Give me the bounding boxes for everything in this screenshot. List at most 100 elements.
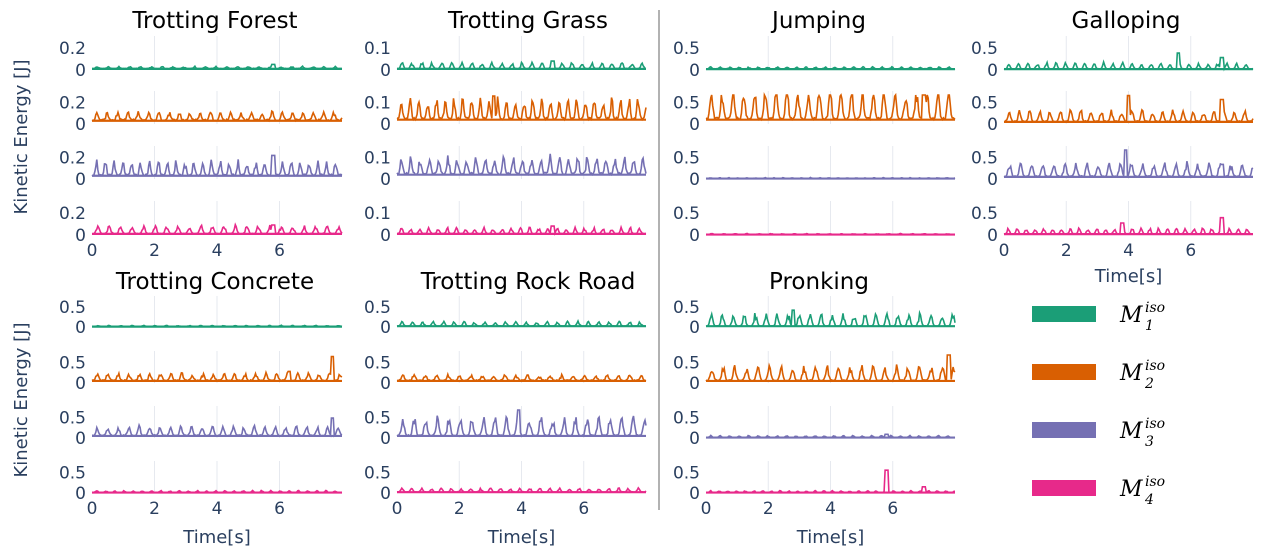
y-tick-label: 0.5 [59, 463, 86, 483]
y-tick-label: 0 [75, 170, 86, 190]
y-tick-label: 0.5 [971, 39, 998, 59]
y-tick-label: 0 [75, 484, 86, 504]
series-line-M4 [396, 224, 647, 236]
legend-label: M [1119, 361, 1143, 386]
x-tick-label: 2 [454, 499, 465, 519]
y-tick-label: 0.5 [673, 204, 700, 224]
legend-label-sup: iso [1145, 416, 1165, 432]
x-axis-label: Time[s] [487, 527, 555, 548]
y-tick-label: 0 [689, 374, 700, 394]
x-tick-label: 2 [149, 241, 160, 261]
y-tick-label: 0 [689, 429, 700, 449]
legend-label: M [1119, 477, 1143, 502]
x-tick-label: 6 [578, 499, 589, 519]
y-tick-label: 0 [75, 61, 86, 81]
y-tick-label: 0 [380, 374, 391, 394]
y-tick-label: 0 [689, 226, 700, 246]
y-tick-label: 0.5 [673, 298, 700, 318]
y-tick-label: 0.5 [59, 408, 86, 428]
legend-swatch [1032, 306, 1096, 322]
y-tick-label: 0.5 [673, 408, 700, 428]
legend-label-sup: iso [1145, 300, 1165, 316]
y-tick-label: 0 [380, 115, 391, 135]
y-tick-label: 0.5 [364, 408, 391, 428]
y-tick-label: 0.5 [971, 204, 998, 224]
y-tick-label: 0 [987, 61, 998, 81]
series-line-M2 [705, 91, 956, 122]
panel-title: Pronking [769, 269, 869, 295]
x-axis-label: Time[s] [1094, 266, 1162, 287]
y-axis-label: Kinetic Energy [J] [11, 322, 32, 477]
legend-swatch [1032, 422, 1096, 438]
y-tick-label: 0.5 [364, 353, 391, 373]
y-tick-label: 0.5 [971, 149, 998, 169]
x-tick-label: 4 [1123, 241, 1134, 261]
panel-title: Galloping [1072, 8, 1181, 34]
y-tick-label: 0 [987, 226, 998, 246]
y-tick-label: 0 [75, 115, 86, 135]
y-tick-label: 0 [689, 61, 700, 81]
x-tick-label: 6 [274, 499, 285, 519]
series-line-M3 [91, 154, 343, 177]
x-tick-label: 2 [1061, 241, 1072, 261]
x-tick-label: 4 [516, 499, 527, 519]
x-tick-label: 6 [887, 499, 898, 519]
y-tick-label: 0 [689, 318, 700, 338]
y-tick-label: 0.2 [59, 204, 86, 224]
y-tick-label: 0 [380, 429, 391, 449]
legend-swatch [1032, 480, 1096, 496]
y-tick-label: 0.1 [364, 94, 391, 114]
y-tick-label: 0.5 [673, 353, 700, 373]
x-tick-label: 2 [149, 499, 160, 519]
y-tick-label: 0 [689, 115, 700, 135]
series-line-M2 [396, 95, 647, 122]
y-tick-label: 0.1 [364, 39, 391, 59]
panel-title: Trotting Forest [131, 8, 297, 34]
y-tick-label: 0 [380, 170, 391, 190]
panel-title: Trotting Rock Road [420, 269, 636, 295]
y-tick-label: 0 [75, 429, 86, 449]
y-tick-label: 0.2 [59, 94, 86, 114]
x-axis-label: Time[s] [796, 527, 864, 548]
x-tick-label: 0 [87, 499, 98, 519]
x-tick-label: 4 [825, 499, 836, 519]
y-tick-label: 0 [75, 226, 86, 246]
x-tick-label: 0 [701, 499, 712, 519]
series-line-M3 [396, 153, 647, 177]
legend-label-sup: iso [1145, 358, 1165, 374]
legend-label-sub: 3 [1145, 434, 1154, 450]
y-tick-label: 0.5 [59, 298, 86, 318]
y-tick-label: 0.5 [971, 94, 998, 114]
y-tick-label: 0.5 [673, 149, 700, 169]
legend-label-sub: 4 [1144, 492, 1154, 508]
x-tick-label: 0 [392, 499, 403, 519]
y-tick-label: 0 [380, 61, 391, 81]
y-tick-label: 0.5 [364, 298, 391, 318]
y-tick-label: 0 [75, 374, 86, 394]
y-tick-label: 0 [380, 484, 391, 504]
y-tick-label: 0.5 [59, 353, 86, 373]
legend-label-sub: 2 [1144, 376, 1154, 392]
y-tick-label: 0 [75, 318, 86, 338]
legend-label-sub: 1 [1145, 318, 1154, 334]
y-tick-label: 0.5 [673, 94, 700, 114]
panel-title: Trotting Grass [447, 8, 608, 34]
y-tick-label: 0.1 [364, 149, 391, 169]
y-tick-label: 0.1 [364, 204, 391, 224]
x-tick-label: 0 [999, 241, 1010, 261]
y-tick-label: 0 [380, 226, 391, 246]
x-tick-label: 4 [212, 241, 223, 261]
y-tick-label: 0 [689, 170, 700, 190]
x-tick-label: 0 [87, 241, 98, 261]
x-tick-label: 6 [274, 241, 285, 261]
legend-swatch [1032, 364, 1096, 380]
series-line-M3 [1003, 149, 1254, 179]
y-tick-label: 0.5 [364, 463, 391, 483]
y-tick-label: 0.5 [673, 39, 700, 59]
x-tick-label: 2 [763, 499, 774, 519]
x-tick-label: 4 [212, 499, 223, 519]
panel-title: Trotting Concrete [115, 269, 314, 295]
x-tick-label: 6 [1185, 241, 1196, 261]
